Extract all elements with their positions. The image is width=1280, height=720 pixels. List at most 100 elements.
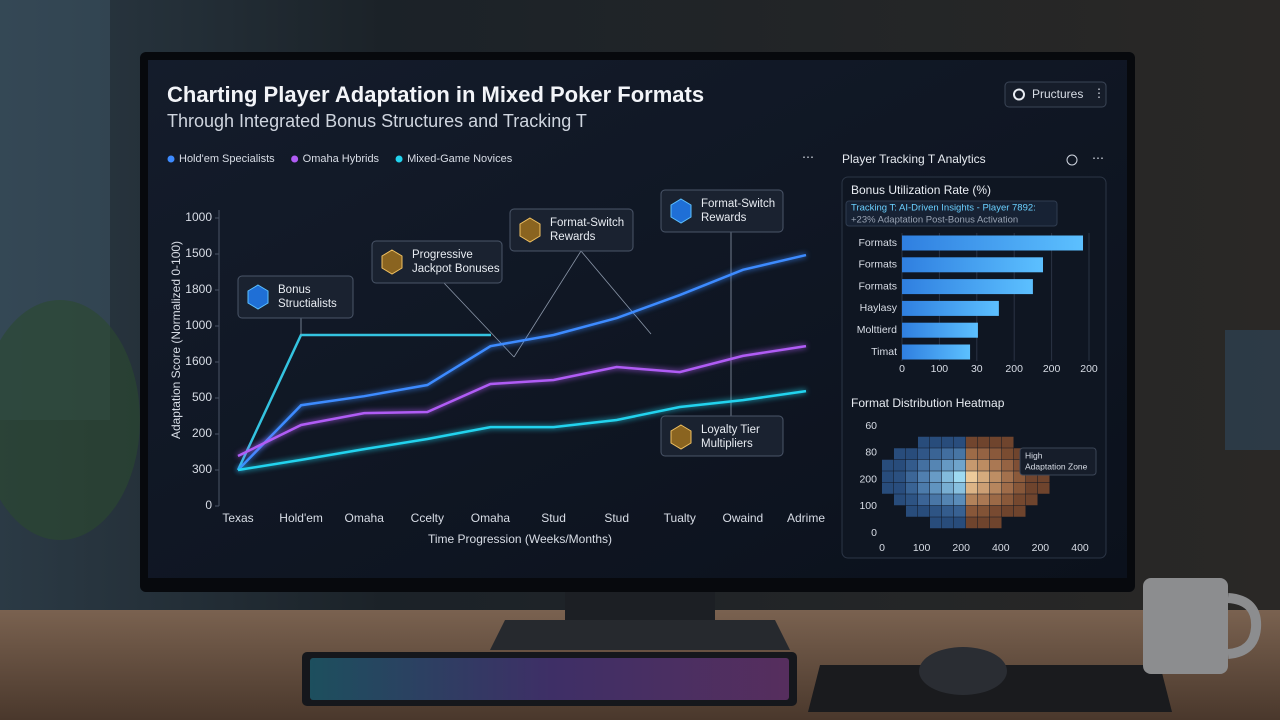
x-tick-label: 200 — [1043, 363, 1061, 375]
heat-cell — [942, 459, 954, 471]
x-tick-label: Owaind — [723, 511, 764, 525]
heat-cell — [954, 459, 966, 471]
heat-cell — [942, 436, 954, 448]
heat-cell — [894, 482, 906, 494]
legend-label: Hold'em Specialists — [179, 153, 275, 165]
heat-cell — [954, 517, 966, 529]
annotation-icon — [519, 217, 541, 243]
heat-cell — [1002, 448, 1014, 460]
y-tick-label: 1800 — [185, 282, 212, 296]
mug — [1143, 578, 1228, 674]
heat-cell — [990, 494, 1002, 506]
heat-cell — [918, 436, 930, 448]
heat-cell — [966, 494, 978, 506]
annotation-icon — [670, 198, 692, 224]
heat-cell — [918, 482, 930, 494]
heat-cell — [990, 517, 1002, 529]
annotation-icon — [381, 249, 403, 275]
heat-cell — [966, 436, 978, 448]
heat-y-label: 80 — [865, 447, 877, 459]
x-tick-label: Ccelty — [411, 511, 444, 525]
legend-menu[interactable]: ⋯ — [802, 150, 814, 164]
bar — [902, 257, 1043, 273]
y-tick-label: 1000 — [185, 318, 212, 332]
heat-cell — [1026, 482, 1038, 494]
keyboard-backlight — [310, 658, 789, 700]
annotation-text: Format-Switch — [550, 217, 624, 229]
heat-cell — [930, 517, 942, 529]
heat-x-label: 400 — [992, 542, 1010, 554]
insight-box — [845, 200, 1058, 227]
heat-cell — [906, 482, 918, 494]
heat-annotation: High — [1025, 450, 1043, 460]
menu-button[interactable] — [1004, 81, 1107, 108]
title: Charting Player Adaptation in Mixed Poke… — [167, 82, 704, 107]
annotation-text: Loyalty Tier — [701, 424, 760, 436]
legend-dot — [291, 155, 299, 163]
subtitle: Through Integrated Bonus Structures and … — [167, 111, 587, 131]
heat-cell — [930, 436, 942, 448]
annotation-box — [371, 240, 503, 284]
x-axis-label: Time Progression (Weeks/Months) — [428, 532, 612, 546]
legend-dot — [167, 155, 175, 163]
heat-cell — [930, 482, 942, 494]
heat-cell — [1002, 494, 1014, 506]
monitor-stand — [490, 620, 790, 650]
heat-y-label: 100 — [859, 500, 877, 512]
heat-cell — [918, 448, 930, 460]
heat-cell — [1038, 482, 1050, 494]
heat-cell — [930, 505, 942, 517]
mug-handle — [1227, 593, 1262, 659]
heat-cell — [1038, 471, 1050, 483]
x-tick-label: Stud — [541, 511, 566, 525]
series-line — [237, 389, 807, 472]
background-screen — [1225, 330, 1280, 450]
annotation-icon — [247, 284, 269, 310]
annotation-text: Format-Switch — [701, 198, 775, 210]
annotation-box — [237, 275, 354, 319]
heat-y-label: 60 — [865, 420, 877, 432]
heat-cell — [894, 448, 906, 460]
panel-menu[interactable]: ⋯ — [1092, 151, 1104, 165]
x-tick-label: Adrime — [787, 511, 825, 525]
heat-cell — [990, 505, 1002, 517]
heat-cell — [1002, 459, 1014, 471]
bar-title: Bonus Utilization Rate (%) — [851, 183, 991, 197]
heat-cell — [918, 494, 930, 506]
info-icon[interactable] — [1066, 154, 1078, 166]
heat-cell — [978, 505, 990, 517]
heat-cell — [966, 448, 978, 460]
x-tick-label: 30 — [971, 363, 983, 375]
heat-cell — [918, 459, 930, 471]
heat-cell — [1014, 471, 1026, 483]
mouse — [919, 647, 1007, 695]
annotation-icon — [670, 424, 692, 450]
annotation-box — [509, 208, 634, 252]
x-tick-label: Omaha — [345, 511, 385, 525]
bar — [902, 235, 1084, 251]
heat-cell — [906, 471, 918, 483]
heat-cell — [990, 471, 1002, 483]
x-tick-label: 200 — [1005, 363, 1023, 375]
annotation-text: Jackpot Bonuses — [412, 263, 500, 275]
heat-x-label: 400 — [1071, 542, 1089, 554]
heat-y-label: 200 — [859, 473, 877, 485]
heat-cell — [942, 482, 954, 494]
heat-cell — [894, 471, 906, 483]
x-tick-label: Texas — [222, 511, 253, 525]
bar-label: Formats — [858, 280, 897, 292]
panel-title: Player Tracking T Analytics — [842, 152, 986, 166]
x-tick-label: Hold'em — [279, 511, 323, 525]
x-tick-label: Tualty — [664, 511, 696, 525]
bar-label: Molttierd — [857, 324, 897, 336]
y-tick-label: 1600 — [185, 354, 212, 368]
y-tick-label: 300 — [192, 462, 212, 476]
y-tick-label: 1500 — [185, 246, 212, 260]
insight-text: Tracking T: AI-Driven Insights - Player … — [851, 203, 1036, 214]
heat-cell — [966, 459, 978, 471]
heat-cell — [978, 494, 990, 506]
y-tick-label: 200 — [192, 426, 212, 440]
button-label[interactable]: Pructures — [1032, 87, 1083, 101]
heat-cell — [894, 459, 906, 471]
heat-cell — [966, 505, 978, 517]
